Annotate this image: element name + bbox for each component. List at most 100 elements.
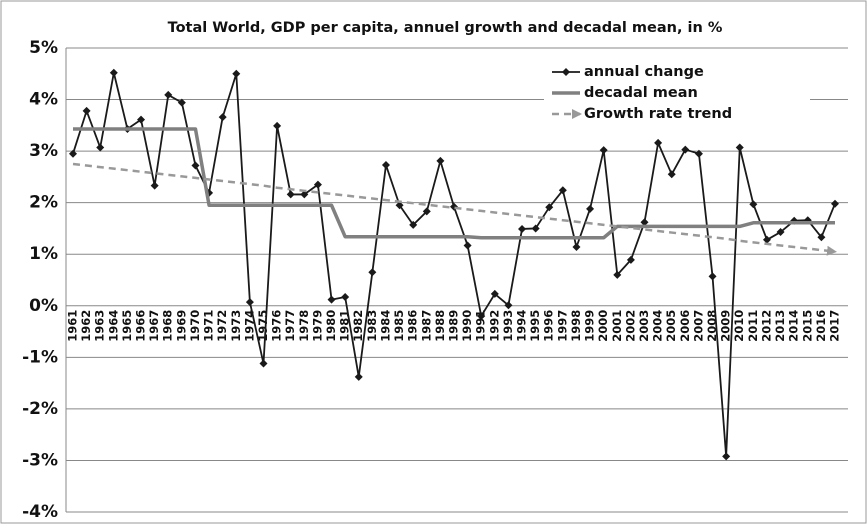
data-point bbox=[531, 224, 540, 233]
data-point bbox=[354, 372, 363, 381]
x-tick-label: 2003 bbox=[637, 310, 651, 342]
data-point bbox=[504, 301, 513, 310]
x-tick-label: 2013 bbox=[773, 310, 787, 342]
x-tick-label: 2014 bbox=[787, 310, 801, 342]
x-tick-label: 2001 bbox=[610, 310, 624, 342]
data-point bbox=[735, 143, 744, 152]
x-tick-label: 1985 bbox=[392, 310, 406, 342]
data-point bbox=[327, 295, 336, 304]
legend-label: annual change bbox=[584, 64, 704, 80]
data-point bbox=[395, 201, 404, 210]
data-point bbox=[368, 268, 377, 277]
data-point bbox=[232, 69, 241, 78]
data-point bbox=[69, 149, 77, 158]
x-tick-label: 1978 bbox=[297, 310, 311, 342]
x-tick-label: 1982 bbox=[351, 310, 365, 342]
x-tick-label: 1988 bbox=[433, 310, 447, 342]
x-tick-label: 1967 bbox=[147, 310, 161, 342]
data-point bbox=[817, 233, 826, 242]
data-point bbox=[381, 161, 390, 170]
y-tick-label: 3% bbox=[29, 141, 58, 161]
data-point bbox=[436, 156, 445, 165]
data-point bbox=[109, 68, 118, 77]
x-tick-label: 1968 bbox=[161, 310, 175, 342]
x-tick-label: 2005 bbox=[664, 310, 678, 342]
x-tick-label: 2009 bbox=[719, 310, 733, 342]
data-point bbox=[490, 289, 499, 298]
data-point bbox=[82, 106, 91, 115]
data-point bbox=[545, 203, 554, 212]
data-point bbox=[218, 113, 227, 122]
x-tick-label: 2006 bbox=[678, 310, 692, 342]
data-point bbox=[191, 161, 200, 170]
x-tick-label: 1972 bbox=[215, 310, 229, 342]
y-tick-label: -3% bbox=[22, 450, 58, 470]
data-point bbox=[259, 359, 268, 368]
x-tick-label: 2016 bbox=[814, 310, 828, 342]
y-tick-label: 0% bbox=[29, 296, 58, 316]
data-point bbox=[409, 220, 418, 229]
x-tick-label: 1990 bbox=[460, 310, 474, 342]
x-tick-label: 1970 bbox=[188, 310, 202, 342]
x-tick-label: 2015 bbox=[800, 310, 814, 342]
x-tick-label: 2012 bbox=[759, 310, 773, 342]
x-tick-label: 2011 bbox=[746, 310, 760, 342]
data-point bbox=[626, 255, 635, 264]
data-point bbox=[681, 145, 690, 154]
legend-label: Growth rate trend bbox=[584, 106, 732, 122]
x-tick-label: 2002 bbox=[623, 310, 637, 342]
x-tick-label: 1979 bbox=[310, 310, 324, 342]
x-tick-label: 1991 bbox=[474, 310, 488, 342]
data-point bbox=[776, 228, 785, 237]
x-tick-label: 1961 bbox=[66, 310, 80, 342]
x-tick-label: 2007 bbox=[691, 310, 705, 342]
x-tick-label: 1969 bbox=[174, 310, 188, 342]
x-tick-label: 1995 bbox=[528, 310, 542, 342]
y-tick-label: 1% bbox=[29, 244, 58, 264]
x-tick-label: 1977 bbox=[283, 310, 297, 342]
x-tick-label: 1976 bbox=[270, 310, 284, 342]
data-point bbox=[572, 243, 581, 252]
data-point bbox=[245, 298, 254, 307]
data-point bbox=[273, 121, 282, 130]
x-tick-label: 1973 bbox=[229, 310, 243, 342]
x-tick-label: 1999 bbox=[583, 310, 597, 342]
data-point bbox=[722, 452, 731, 461]
legend-marker bbox=[562, 68, 570, 76]
x-tick-label: 1993 bbox=[501, 310, 515, 342]
data-point bbox=[341, 293, 350, 302]
x-tick-label: 1994 bbox=[515, 310, 529, 342]
x-tick-label: 2004 bbox=[651, 310, 665, 342]
x-tick-label: 1986 bbox=[406, 310, 420, 342]
x-tick-label: 1980 bbox=[324, 310, 338, 342]
x-tick-label: 1983 bbox=[365, 310, 379, 342]
chart-title: Total World, GDP per capita, annuel grow… bbox=[168, 20, 723, 36]
x-tick-label: 2000 bbox=[596, 310, 610, 342]
x-tick-label: 2017 bbox=[828, 310, 842, 342]
series-line bbox=[72, 162, 837, 256]
legend-box bbox=[544, 58, 810, 126]
data-point bbox=[558, 186, 567, 195]
data-point bbox=[313, 180, 322, 189]
data-point bbox=[586, 204, 595, 213]
x-tick-label: 1964 bbox=[106, 310, 120, 342]
data-point bbox=[286, 190, 295, 199]
data-point bbox=[694, 149, 703, 158]
y-tick-label: 2% bbox=[29, 193, 58, 213]
x-tick-label: 1997 bbox=[555, 310, 569, 342]
x-tick-label: 1966 bbox=[134, 310, 148, 342]
series-line bbox=[73, 127, 835, 240]
x-tick-label: 1989 bbox=[447, 310, 461, 342]
data-point bbox=[463, 241, 472, 250]
data-point bbox=[667, 170, 676, 179]
data-point bbox=[177, 98, 186, 107]
data-point bbox=[137, 115, 146, 124]
data-point bbox=[708, 272, 717, 281]
y-tick-label: 4% bbox=[29, 90, 58, 110]
y-tick-label: -4% bbox=[22, 502, 58, 522]
data-point bbox=[654, 138, 663, 147]
x-tick-label: 1963 bbox=[93, 310, 107, 342]
y-tick-label: -2% bbox=[22, 399, 58, 419]
x-tick-label: 1965 bbox=[120, 310, 134, 342]
